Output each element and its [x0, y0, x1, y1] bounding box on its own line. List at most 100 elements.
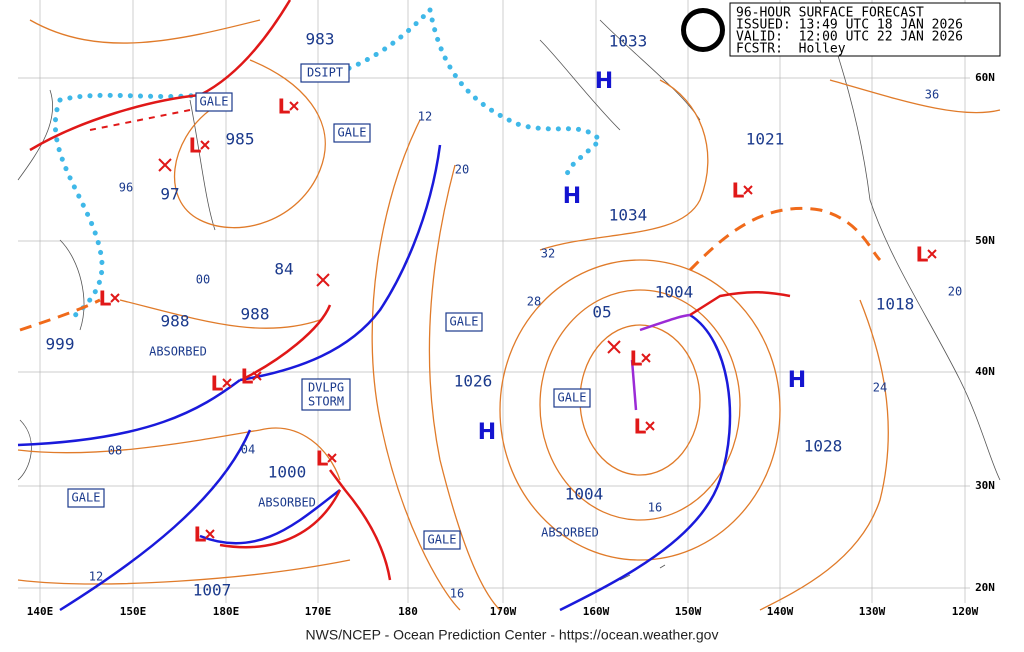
boxed-label: DSIPT [307, 66, 343, 80]
forecast-track [89, 109, 191, 131]
lon-label: 140E [27, 605, 54, 618]
isobar-label: 08 [108, 444, 122, 458]
low-center: L [916, 243, 929, 267]
note: ABSORBED [541, 526, 599, 540]
lat-label: 40N [975, 365, 995, 378]
low-marker [222, 378, 232, 388]
pressure-label: 1021 [746, 130, 785, 149]
pressure-label: 999 [46, 335, 75, 354]
high-center: H [788, 368, 806, 393]
isobar-label: 20 [455, 163, 469, 177]
lon-label: 170E [305, 605, 332, 618]
header-issued: ISSUED: 13:49 UTC 18 JAN 2026 [736, 18, 963, 33]
label-box [445, 312, 483, 332]
isobar-label: 20 [948, 285, 962, 299]
lon-label-box [18, 603, 62, 619]
isobar-label: 00 [196, 273, 210, 287]
low-marker [743, 185, 753, 195]
pressure-label: 988 [161, 312, 190, 331]
occluded-front [630, 313, 691, 411]
high-center: H [595, 69, 613, 94]
pressure-label: 1033 [609, 32, 648, 51]
lon-label-box [386, 603, 430, 619]
pressure-label: 1000 [268, 463, 307, 482]
lon-label: 140W [767, 605, 794, 618]
lat-label: 20N [975, 581, 995, 594]
pressure-label: 983 [306, 30, 335, 49]
boxed-label: GALE [428, 533, 457, 547]
low-marker [327, 453, 337, 463]
cold-front [239, 144, 442, 382]
low-center: L [732, 179, 745, 203]
pressure-label: 1004 [565, 485, 604, 504]
note: ABSORBED [149, 345, 207, 359]
coastline [17, 0, 1001, 581]
ice-edge [52, 7, 604, 323]
isobar [17, 427, 351, 585]
low-marker [641, 353, 651, 363]
pressure-label: 988 [241, 305, 270, 324]
lon-label-box [850, 603, 894, 619]
low-center: L [634, 415, 647, 439]
isobar-label: 04 [241, 443, 255, 457]
pressure-label: 1028 [804, 437, 843, 456]
label-box [333, 123, 371, 143]
low-marker [200, 140, 210, 150]
low-center: L [316, 447, 329, 471]
isobar-label: 24 [873, 381, 887, 395]
low-center: L [211, 372, 224, 396]
boxed-label: DVLPG [308, 381, 344, 395]
low-center: L [189, 134, 202, 158]
lon-label-box [758, 603, 802, 619]
low-marker [205, 529, 215, 539]
annotations: 983 1033 985 97 1021 1034 84 988 988 999 1004 05 102… [46, 30, 963, 601]
isobar-label: 32 [541, 247, 555, 261]
boxed-label: GALE [558, 391, 587, 405]
low-center: L [194, 523, 207, 547]
boxed-label: GALE [338, 126, 367, 140]
low-center: L [278, 95, 291, 119]
isobar [539, 289, 741, 521]
isobar-label: 16 [648, 501, 662, 515]
isobar-label: 12 [89, 570, 103, 584]
graticule: 140E 150E 180E 170E 180 170W 160W 150W 140W 130W 1… [18, 0, 1000, 619]
lon-label: 170W [490, 605, 517, 618]
pressure-label: 84 [274, 260, 293, 279]
footer: NWS/NCEP - Ocean Prediction Center - htt… [306, 627, 719, 643]
warm-front [689, 290, 791, 317]
isobar-label: 28 [527, 295, 541, 309]
header-box [729, 2, 1001, 57]
lat-label: 60N [975, 71, 995, 84]
low-center: L [630, 347, 643, 371]
isobars [17, 19, 1001, 611]
low-marker [645, 421, 655, 431]
lat-label: 30N [975, 479, 995, 492]
pressure-label: 05 [592, 303, 611, 322]
isobar [539, 79, 709, 251]
lon-label-box [204, 603, 248, 619]
boxed-label: GALE [450, 315, 479, 329]
lon-label: 150E [120, 605, 147, 618]
pressure-label: 1034 [609, 206, 648, 225]
cold-front [559, 313, 732, 612]
low-marker [289, 101, 299, 111]
low-marker [927, 249, 937, 259]
lat-label-box [970, 364, 1000, 380]
label-box [300, 63, 350, 83]
lon-label-box [574, 603, 618, 619]
boxed-label: GALE [72, 491, 101, 505]
position-x [316, 273, 330, 287]
lon-label: 180 [398, 605, 418, 618]
isobar [499, 259, 781, 561]
low-center: L [99, 287, 112, 311]
high-center: H [563, 184, 581, 209]
pressure-label: 1007 [193, 581, 232, 600]
lon-label: 160W [583, 605, 610, 618]
high-center: H [478, 420, 496, 445]
isobar [759, 79, 1001, 611]
lon-label: 180E [213, 605, 240, 618]
lon-label-box [481, 603, 525, 619]
lat-label-box [970, 478, 1000, 494]
lat-label-box [970, 233, 1000, 249]
isobar [428, 164, 501, 611]
